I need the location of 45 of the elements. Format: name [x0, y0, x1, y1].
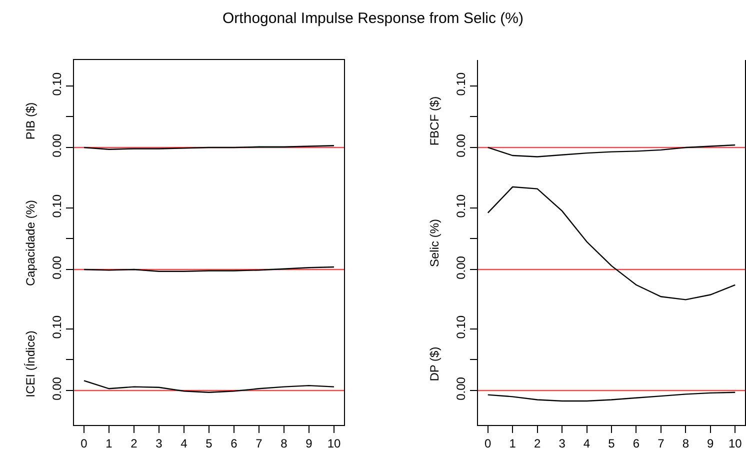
x-tick-label: 9	[306, 436, 313, 451]
y-axis-title: DP ($)	[428, 347, 442, 382]
x-tick-label: 6	[632, 436, 640, 451]
y-axis-title: PIB ($)	[24, 102, 38, 140]
x-tick-label: 0	[80, 436, 88, 451]
y-tick-label: 0.10	[50, 315, 64, 340]
x-tick-label: 4	[583, 436, 590, 451]
y-tick-label: 0.00	[454, 255, 468, 280]
x-tick-label: 3	[558, 436, 566, 451]
x-tick-label: 9	[707, 436, 714, 451]
x-tick-label: 8	[280, 436, 288, 451]
x-tick-label: 6	[230, 436, 238, 451]
x-tick-label: 5	[206, 436, 213, 451]
x-tick-label: 2	[534, 436, 541, 451]
y-tick-label: 0.00	[50, 255, 64, 280]
y-tick-label: 0.10	[454, 72, 468, 96]
line-series	[487, 186, 736, 300]
x-tick-label: 3	[156, 436, 163, 451]
y-tick-label: 0.10	[454, 194, 468, 218]
y-tick-label: 0.10	[50, 72, 64, 96]
y-tick-label: 0.10	[454, 315, 468, 340]
y-tick-label: 0.00	[454, 134, 468, 158]
x-tick-label: 4	[180, 436, 188, 451]
line-series	[83, 380, 335, 394]
line-series	[487, 392, 736, 402]
x-tick-label: 0	[484, 436, 492, 451]
x-tick-label: 10	[327, 436, 341, 451]
x-tick-label: 7	[256, 436, 263, 451]
chart-title: Orthogonal Impulse Response from Selic (%)	[222, 10, 524, 28]
x-tick-label: 1	[509, 436, 516, 451]
x-tick-label: 5	[608, 436, 616, 451]
x-tick-label: 2	[130, 436, 138, 451]
y-axis-title: ICEI (Índice)	[24, 331, 38, 398]
y-axis-title: Capacidade (%)	[24, 200, 38, 286]
y-tick-label: 0.00	[50, 134, 64, 158]
line-series	[487, 144, 736, 158]
y-axis-title: FBCF ($)	[428, 96, 442, 146]
x-tick-label: 7	[658, 436, 665, 451]
x-tick-label: 1	[106, 436, 113, 451]
y-tick-label: 0.10	[50, 194, 64, 218]
x-tick-label: 8	[682, 436, 690, 451]
x-tick-label: 10	[728, 436, 742, 451]
y-axis-title: Selic (%)	[428, 218, 442, 267]
y-tick-label: 0.00	[50, 377, 64, 401]
y-tick-label: 0.00	[454, 377, 468, 401]
